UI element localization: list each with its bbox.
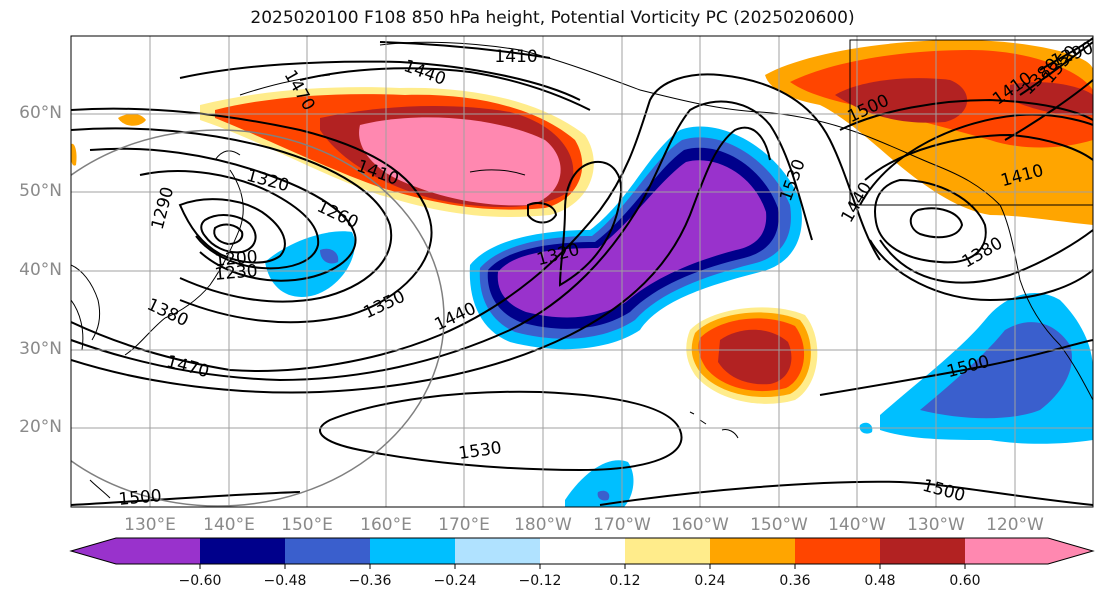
colorbar-bin: [625, 538, 710, 564]
colorbar-bin: [285, 538, 370, 564]
colorbar-tick-label: −0.12: [518, 573, 562, 589]
colorbar-extend-high: [965, 538, 1093, 564]
lon-label: 160°E: [360, 515, 412, 535]
lon-label: 170°E: [438, 515, 490, 535]
lat-label: 60°N: [19, 103, 62, 123]
contour-label: 1500: [118, 486, 163, 510]
lon-label: 120°W: [986, 515, 1044, 535]
pv-shading-layer: [71, 40, 1093, 507]
colorbar-bin: [455, 538, 540, 564]
contour-label: 1410: [494, 47, 537, 67]
contour-label: 1230: [214, 261, 259, 285]
colorbar-tick-label: 0.24: [694, 573, 726, 589]
inset-box: [849, 39, 1093, 206]
lon-label: 130°E: [124, 515, 176, 535]
colorbar-outline: [69, 537, 1095, 565]
lon-label: 170°W: [593, 515, 651, 535]
range-ring: [71, 129, 445, 507]
lat-lon-grid: [71, 36, 1093, 507]
contour-label: 1200: [214, 247, 259, 271]
colorbar-bin: [795, 538, 880, 564]
colorbar-tick-label: −0.48: [263, 573, 307, 589]
colorbar-tick-label: −0.36: [348, 573, 392, 589]
colorbar-tick-label: 0.48: [864, 573, 896, 589]
colorbar-tick-label: 0.12: [609, 573, 641, 589]
colorbar: [69, 537, 1095, 569]
colorbar-tick-label: −0.24: [433, 573, 477, 589]
lon-label: 140°E: [203, 515, 255, 535]
height-contours: [71, 37, 1093, 506]
map-title: 2025020100 F108 850 hPa height, Potentia…: [250, 8, 855, 28]
colorbar-tick-label: 0.36: [779, 573, 811, 589]
colorbar-bin: [880, 538, 965, 564]
lon-label: 150°E: [281, 515, 333, 535]
lat-label: 40°N: [19, 260, 62, 280]
colorbar-bin: [370, 538, 455, 564]
lon-label: 150°W: [750, 515, 808, 535]
lon-label: 140°W: [828, 515, 886, 535]
colorbar-bin: [540, 538, 625, 564]
colorbar-bin: [200, 538, 285, 564]
map-frame: [70, 35, 1094, 508]
colorbar-tick-label: 0.60: [949, 573, 981, 589]
lat-label: 50°N: [19, 181, 62, 201]
lat-label: 20°N: [19, 417, 62, 437]
lon-label: 180°W: [514, 515, 572, 535]
lon-label: 130°W: [907, 515, 965, 535]
lat-label: 30°N: [19, 339, 62, 359]
colorbar-tick-label: −0.60: [178, 573, 222, 589]
colorbar-bin: [710, 538, 795, 564]
lon-label: 160°W: [671, 515, 729, 535]
colorbar-extend-low: [71, 538, 200, 564]
